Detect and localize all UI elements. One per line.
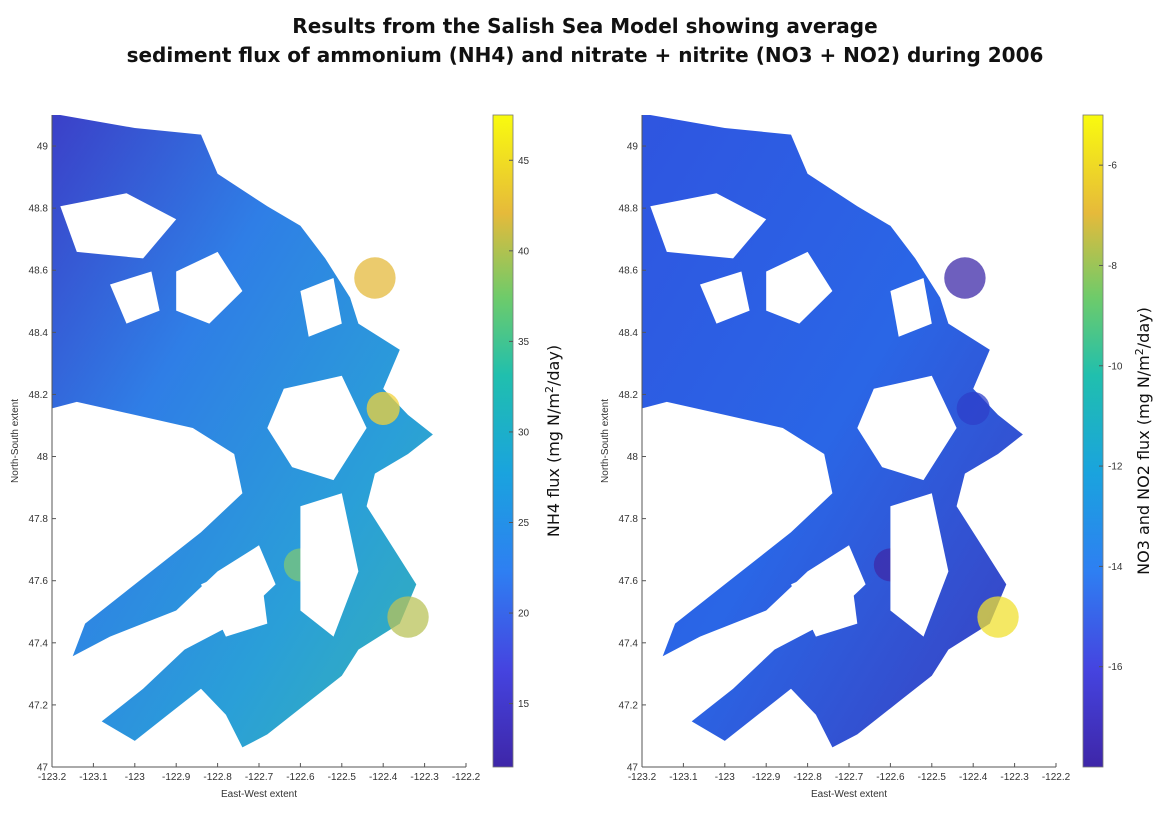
colorbar — [1082, 114, 1104, 768]
flux-hotspot — [977, 596, 1019, 638]
y-axis-label: North-South extent — [600, 399, 611, 483]
y-tick-label: 48.2 — [619, 390, 639, 401]
land-island — [890, 493, 949, 637]
land-island — [176, 251, 243, 324]
colorbar-tick-label: -6 — [1108, 161, 1117, 172]
x-tick-label: -122.2 — [452, 772, 481, 783]
x-tick-label: -122.4 — [369, 772, 398, 783]
y-tick-label: 48.6 — [619, 266, 639, 277]
y-tick-label: 47.4 — [29, 638, 49, 649]
x-tick-label: -122.7 — [835, 772, 864, 783]
y-axis-label: North-South extent — [10, 399, 21, 483]
y-tick-label: 47 — [37, 763, 49, 774]
x-tick-label: -122.8 — [203, 772, 232, 783]
land-island — [791, 558, 858, 637]
colorbar-tick-label: 15 — [518, 699, 530, 710]
flux-hotspot — [956, 391, 990, 425]
colorbar-tick-label: 45 — [518, 156, 530, 167]
title-line-2: sediment flux of ammonium (NH4) and nitr… — [126, 43, 1044, 67]
y-tick-label: 49 — [37, 142, 49, 153]
y-tick-label: 49 — [627, 142, 639, 153]
x-tick-label: -122.7 — [245, 772, 274, 783]
x-tick-label: -122.6 — [876, 772, 905, 783]
y-tick-label: 47.4 — [619, 638, 639, 649]
land-island — [658, 441, 742, 494]
y-tick-label: 47.2 — [619, 700, 639, 711]
land-island — [857, 375, 957, 481]
y-tick-label: 47 — [627, 763, 639, 774]
x-tick-label: -122.4 — [959, 772, 988, 783]
x-tick-label: -122.6 — [286, 772, 315, 783]
y-tick-label: 48.2 — [29, 390, 49, 401]
land-island — [267, 375, 367, 481]
x-tick-label: -123.1 — [79, 772, 108, 783]
x-tick-label: -122.5 — [918, 772, 947, 783]
land-island — [300, 493, 359, 637]
land-island — [68, 441, 152, 494]
flux-hotspot — [366, 391, 400, 425]
x-tick-label: -122.8 — [793, 772, 822, 783]
land-island — [650, 193, 767, 259]
land-island — [110, 271, 160, 324]
y-tick-label: 48 — [37, 452, 49, 463]
x-tick-label: -122.3 — [1000, 772, 1029, 783]
y-tick-label: 47.6 — [29, 576, 49, 587]
land-island — [201, 558, 268, 637]
colorbar — [492, 114, 514, 768]
x-tick-label: -122.9 — [162, 772, 191, 783]
figure-title: Results from the Salish Sea Model showin… — [0, 12, 1170, 70]
x-axis-label: East-West extent — [221, 789, 297, 800]
title-line-1: Results from the Salish Sea Model showin… — [292, 14, 878, 38]
x-tick-label: -122.2 — [1042, 772, 1071, 783]
land-island — [890, 278, 932, 337]
flux-hotspot — [387, 596, 429, 638]
map-panel-left: -123.2 -123.1 -123 -122.9 -122.8 -122.7 -122.6… — [10, 114, 563, 800]
flux-hotspot — [944, 257, 986, 299]
flux-hotspot — [354, 257, 396, 299]
y-tick-label: 47.8 — [619, 514, 639, 525]
x-tick-label: -122.3 — [410, 772, 439, 783]
y-tick-label: 48.4 — [29, 328, 49, 339]
colorbar-tick-label: 40 — [518, 246, 530, 257]
x-tick-label: -123 — [125, 772, 145, 783]
colorbar-tick-label: -14 — [1108, 562, 1123, 573]
colorbar-tick-label: -8 — [1108, 261, 1117, 272]
y-tick-label: 48 — [627, 452, 639, 463]
y-tick-label: 48.8 — [619, 204, 639, 215]
x-tick-label: -123.1 — [669, 772, 698, 783]
y-tick-label: 47.6 — [619, 576, 639, 587]
y-tick-label: 47.2 — [29, 700, 49, 711]
y-tick-label: 48.4 — [619, 328, 639, 339]
colorbar-tick-label: -10 — [1108, 361, 1123, 372]
colorbar-tick-label: -16 — [1108, 662, 1123, 673]
x-tick-label: -122.9 — [752, 772, 781, 783]
land-island — [300, 278, 342, 337]
land-island — [700, 271, 750, 324]
y-tick-label: 48.6 — [29, 266, 49, 277]
x-axis-label: East-West extent — [811, 789, 887, 800]
y-tick-label: 47.8 — [29, 514, 49, 525]
colorbar-tick-label: 20 — [518, 609, 530, 620]
colorbar-label: NH4 flux (mg N/m2/day) — [543, 345, 563, 537]
land-island — [60, 193, 177, 259]
x-tick-label: -123 — [715, 772, 735, 783]
colorbar-tick-label: 30 — [518, 427, 530, 438]
map-panel-right: -123.2 -123.1 -123 -122.9 -122.8 -122.7 -122.6… — [600, 114, 1153, 800]
colorbar-label: NO3 and NO2 flux (mg N/m2/day) — [1133, 307, 1153, 575]
x-tick-label: -123.2 — [628, 772, 657, 783]
colorbar-tick-label: -12 — [1108, 462, 1123, 473]
colorbar-tick-label: 35 — [518, 337, 530, 348]
y-tick-label: 48.8 — [29, 204, 49, 215]
x-tick-label: -123.2 — [38, 772, 67, 783]
colorbar-tick-label: 25 — [518, 518, 530, 529]
x-tick-label: -122.5 — [328, 772, 357, 783]
land-island — [766, 251, 833, 324]
